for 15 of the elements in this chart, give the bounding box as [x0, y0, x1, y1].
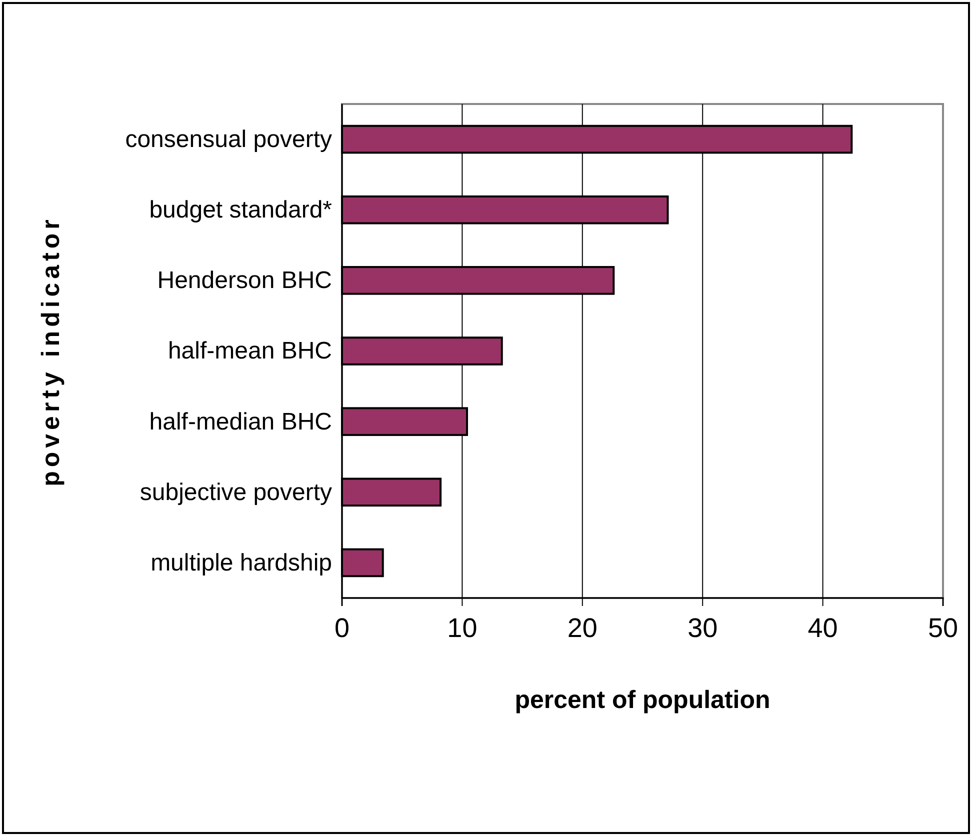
- x-tick-label: 10: [447, 613, 478, 644]
- y-tick-label: budget standard*: [149, 196, 332, 224]
- x-tick-label: 20: [567, 613, 598, 644]
- y-tick-label: subjective poverty: [140, 478, 332, 506]
- y-tick-label: consensual poverty: [125, 126, 332, 153]
- y-axis-title: poverty indicator: [37, 216, 65, 486]
- x-tick-label: 30: [688, 613, 718, 644]
- y-tick-label: multiple hardship: [150, 549, 332, 576]
- y-tick-label: half-median BHC: [149, 408, 332, 436]
- x-tick-label: 40: [808, 613, 838, 644]
- x-axis-title: percent of population: [514, 686, 770, 714]
- y-tick-label: Henderson BHC: [157, 267, 332, 294]
- y-tick-label: half-mean BHC: [168, 338, 332, 365]
- x-tick-label: 0: [334, 613, 350, 644]
- x-tick-label: 50: [928, 613, 958, 644]
